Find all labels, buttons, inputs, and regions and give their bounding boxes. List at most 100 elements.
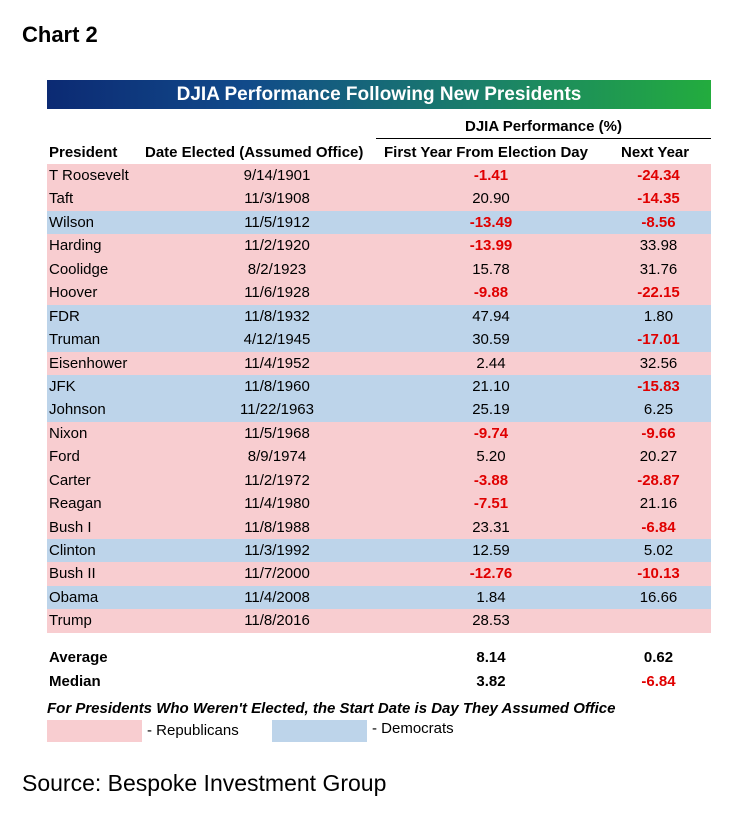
date-cell: 11/8/2016 [244, 612, 310, 630]
next-year-cell: -8.56 [641, 213, 676, 231]
next-year-cell: 31.76 [639, 260, 678, 278]
summary-next-year: 0.62 [643, 649, 674, 666]
date-cell: 8/2/1923 [247, 260, 307, 278]
date-cell: 9/14/1901 [243, 167, 311, 184]
table-row: Ford 8/9/1974 5.20 20.27 [47, 445, 711, 469]
table-body: T Roosevelt 9/14/1901 -1.41 -24.34 Taft 11/3/… [47, 164, 711, 633]
performance-group-header: DJIA Performance (%) [376, 118, 711, 139]
next-year-cell: 20.27 [639, 448, 678, 466]
next-year-cell: 32.56 [639, 354, 678, 372]
date-cell: 11/5/1968 [244, 424, 310, 442]
table-row: Taft 11/3/1908 20.90 -14.35 [47, 187, 711, 211]
first-year-cell: -1.41 [473, 167, 509, 184]
table-row: Hoover 11/6/1928 -9.88 -22.15 [47, 281, 711, 305]
table-row: Bush II 11/7/2000 -12.76 -10.13 [47, 562, 711, 586]
summary-row-average: Average 8.14 0.62 [47, 646, 711, 670]
president-cell: Taft [49, 190, 74, 208]
legend-label-republicans: - Republicans [147, 722, 239, 739]
next-year-cell: 1.80 [643, 307, 674, 325]
column-header-next-year: Next Year [621, 144, 690, 161]
table-row: Wilson 11/5/1912 -13.49 -8.56 [47, 210, 711, 235]
president-cell: Bush I [49, 518, 92, 536]
source-note: Source: Bespoke Investment Group [22, 770, 387, 796]
table-row: Obama 11/4/2008 1.84 16.66 [47, 585, 711, 610]
first-year-cell: -13.49 [469, 213, 513, 231]
first-year-cell: 23.31 [472, 518, 510, 536]
president-cell: Truman [49, 331, 101, 349]
date-cell: 11/4/1952 [244, 354, 310, 372]
table-row: Nixon 11/5/1968 -9.74 -9.66 [47, 421, 711, 446]
next-year-cell: -10.13 [637, 565, 680, 583]
summary-label: Average [49, 649, 108, 666]
column-header-first-year: First Year From Election Day [384, 144, 588, 161]
president-cell: Trump [49, 612, 92, 630]
date-cell: 11/3/1992 [244, 542, 310, 559]
next-year-cell: -14.35 [637, 190, 680, 208]
president-cell: Hoover [49, 284, 98, 302]
table-row: Harding 11/2/1920 -13.99 33.98 [47, 234, 711, 258]
table-row: Trump 11/8/2016 28.53 [47, 609, 711, 633]
first-year-cell: -9.74 [473, 424, 509, 442]
summary-section: Average 8.14 0.62 Median 3.82 -6.84 [47, 646, 711, 694]
column-header-president: President [49, 144, 118, 161]
president-cell: Nixon [49, 424, 88, 442]
table-row: Carter 11/2/1972 -3.88 -28.87 [47, 468, 711, 493]
president-cell: T Roosevelt [49, 167, 129, 184]
president-cell: Eisenhower [49, 354, 128, 372]
summary-first-year: 8.14 [476, 649, 506, 666]
summary-next-year: -6.84 [641, 673, 676, 690]
president-cell: Obama [49, 588, 99, 606]
chart-label: Chart 2 [22, 22, 98, 47]
first-year-cell: 5.20 [476, 448, 506, 466]
first-year-cell: -3.88 [473, 471, 509, 489]
first-year-cell: 28.53 [472, 612, 510, 630]
first-year-cell: 20.90 [472, 190, 510, 208]
next-year-cell: -24.34 [637, 167, 680, 184]
date-cell: 11/4/1980 [244, 495, 310, 513]
date-cell: 11/6/1928 [244, 284, 310, 302]
date-cell: 8/9/1974 [247, 448, 307, 466]
summary-first-year: 3.82 [476, 673, 506, 690]
table-row: Truman 4/12/1945 30.59 -17.01 [47, 328, 711, 352]
date-cell: 11/8/1932 [244, 307, 310, 325]
table-panel: DJIA Performance Following New President… [47, 80, 711, 690]
table-row: FDR 11/8/1932 47.94 1.80 [47, 304, 711, 329]
next-year-cell: -28.87 [637, 471, 680, 489]
first-year-cell: 12.59 [472, 542, 510, 559]
table-row: Eisenhower 11/4/1952 2.44 32.56 [47, 351, 711, 375]
first-year-cell: -9.88 [473, 284, 509, 302]
date-cell: 4/12/1945 [243, 331, 311, 349]
president-cell: FDR [49, 307, 80, 325]
legend-swatch-republicans [47, 720, 142, 742]
president-cell: JFK [49, 377, 76, 395]
column-header-date: Date Elected (Assumed Office) [145, 144, 364, 161]
table-row: T Roosevelt 9/14/1901 -1.41 -24.34 [47, 164, 711, 188]
date-cell: 11/7/2000 [244, 565, 310, 583]
first-year-cell: -13.99 [469, 237, 513, 255]
president-cell: Reagan [49, 495, 102, 513]
next-year-cell: -6.84 [641, 518, 676, 536]
next-year-cell: 33.98 [639, 237, 678, 255]
first-year-cell: 25.19 [472, 401, 510, 419]
first-year-cell: 47.94 [472, 307, 510, 325]
next-year-cell: -17.01 [637, 331, 680, 349]
table-row: Johnson 11/22/1963 25.19 6.25 [47, 398, 711, 422]
table-row: Reagan 11/4/1980 -7.51 21.16 [47, 492, 711, 516]
table-row: JFK 11/8/1960 21.10 -15.83 [47, 374, 711, 399]
summary-label: Median [49, 673, 101, 690]
president-cell: Wilson [49, 213, 95, 231]
next-year-cell: 5.02 [643, 542, 674, 559]
date-cell: 11/8/1960 [244, 377, 310, 395]
legend-swatch-democrats [272, 720, 367, 742]
summary-row-median: Median 3.82 -6.84 [47, 670, 711, 694]
table-title: DJIA Performance Following New President… [47, 80, 711, 109]
date-cell: 11/2/1972 [244, 471, 310, 489]
date-cell: 11/8/1988 [244, 518, 310, 536]
next-year-cell: -22.15 [637, 284, 680, 302]
date-cell: 11/3/1908 [244, 190, 310, 208]
date-cell: 11/5/1912 [244, 213, 310, 231]
next-year-cell: 6.25 [643, 401, 674, 419]
next-year-cell: -9.66 [641, 424, 676, 442]
next-year-cell: 21.16 [639, 495, 678, 513]
next-year-cell: 16.66 [639, 588, 678, 606]
